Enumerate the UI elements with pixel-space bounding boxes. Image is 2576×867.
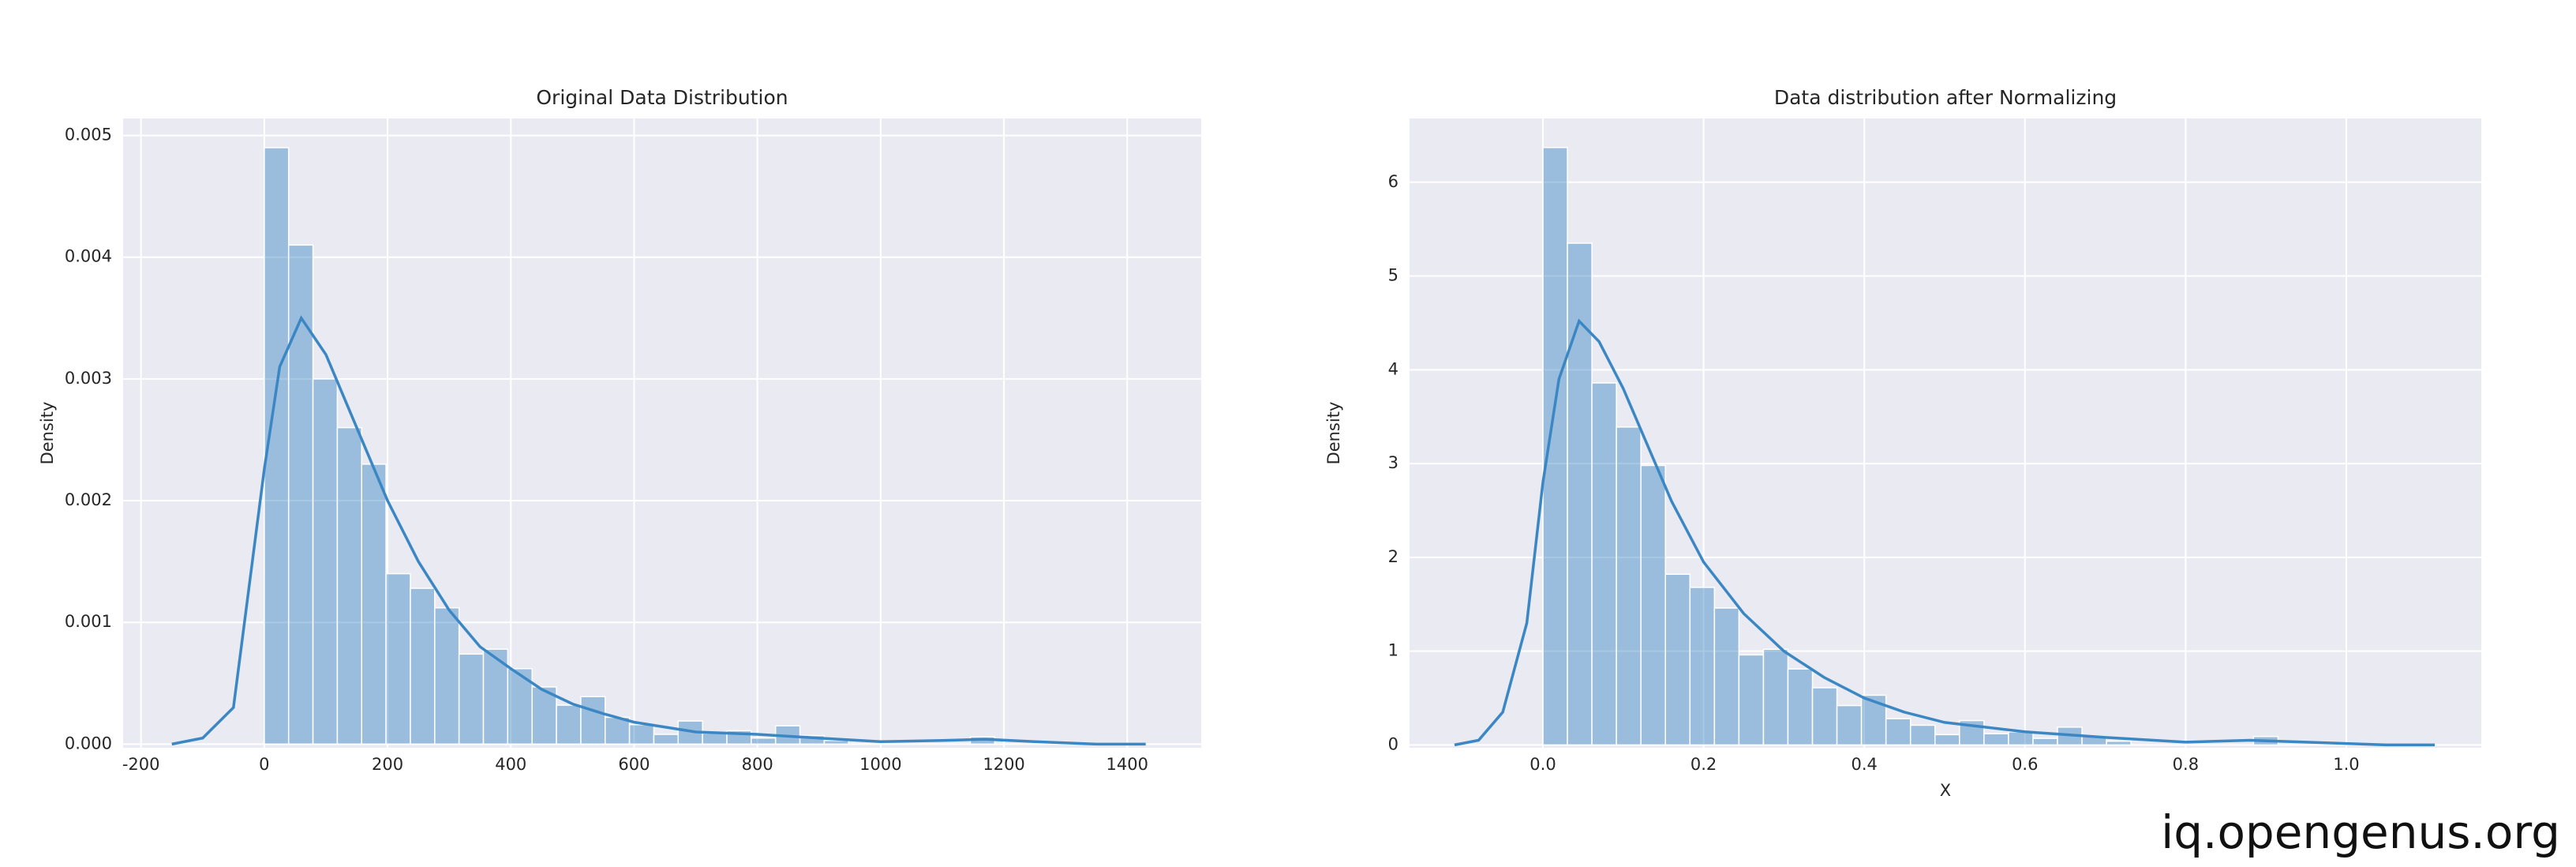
bar	[1787, 668, 1814, 746]
y-tick-label: 1	[1388, 641, 1398, 660]
bar	[1934, 734, 1960, 746]
bar	[1885, 718, 1911, 746]
bar	[312, 378, 339, 745]
bar	[1664, 573, 1691, 746]
chart-title: Data distribution after Normalizing	[1774, 86, 2117, 109]
y-tick-label: 4	[1388, 359, 1398, 378]
x-tick-label: 1000	[859, 755, 901, 774]
x-tick-label: 800	[742, 755, 773, 774]
x-tick-label: 200	[372, 755, 403, 774]
watermark: iq.opengenus.org	[2161, 805, 2560, 859]
y-tick-label: 0.005	[65, 126, 112, 144]
plot-background	[123, 118, 1201, 748]
bar	[1983, 733, 2009, 746]
bar	[1689, 587, 1716, 746]
x-tick-label: 0.8	[2173, 755, 2199, 774]
x-tick-label: 1.0	[2333, 755, 2359, 774]
bar	[410, 587, 436, 745]
plot-background	[1410, 118, 2481, 748]
bar	[458, 653, 485, 745]
bar	[1542, 147, 1568, 746]
x-tick-label: 1400	[1106, 755, 1148, 774]
bar	[1836, 704, 1863, 746]
y-tick-label: 0.000	[65, 734, 112, 753]
bar	[1640, 464, 1666, 746]
y-tick-label: 0.002	[65, 490, 112, 509]
bar	[556, 704, 582, 745]
y-axis-label: Density	[1324, 402, 1343, 465]
bar	[1567, 242, 1593, 746]
bar	[653, 734, 680, 745]
kde-line	[171, 315, 1146, 746]
x-tick-label: 0.4	[1851, 755, 1877, 774]
y-tick-label: 0	[1388, 734, 1398, 753]
y-tick-label: 6	[1388, 172, 1398, 191]
bar	[1909, 724, 1936, 746]
x-tick-label: 1200	[983, 755, 1024, 774]
x-axis-label: X	[1940, 781, 1951, 800]
kde-line	[1454, 318, 2435, 747]
bar	[1811, 687, 1838, 746]
bar	[628, 723, 655, 745]
x-tick-label: 0.0	[1530, 755, 1556, 774]
bar	[751, 737, 777, 745]
x-tick-label: 0.2	[1690, 755, 1717, 774]
bar	[580, 696, 606, 745]
x-tick-label: 600	[618, 755, 650, 774]
bar	[799, 734, 826, 745]
y-tick-label: 2	[1388, 547, 1398, 566]
y-tick-label: 3	[1388, 453, 1398, 472]
bar	[823, 740, 850, 745]
y-tick-label: 0.003	[65, 369, 112, 388]
bar	[385, 572, 411, 745]
bar	[1762, 648, 1789, 746]
bar	[2008, 731, 2034, 746]
bar	[2032, 738, 2058, 746]
bar	[1713, 607, 1740, 746]
y-tick-label: 0.004	[65, 247, 112, 266]
chart-title: Original Data Distribution	[536, 86, 788, 109]
bar	[1591, 382, 1617, 746]
y-tick-label: 0.001	[65, 612, 112, 631]
bar	[336, 426, 363, 745]
x-tick-label: -200	[122, 755, 160, 774]
bar	[2106, 740, 2132, 746]
bar	[434, 606, 460, 745]
bar	[702, 732, 728, 745]
y-axis-label: Density	[38, 402, 57, 465]
x-tick-label: 0	[259, 755, 269, 774]
bar	[605, 716, 631, 745]
bar	[361, 464, 387, 745]
x-tick-label: 0.6	[2012, 755, 2038, 774]
x-tick-label: 400	[495, 755, 526, 774]
y-tick-label: 5	[1388, 266, 1398, 285]
bar	[1738, 654, 1765, 746]
bar	[1616, 426, 1642, 746]
